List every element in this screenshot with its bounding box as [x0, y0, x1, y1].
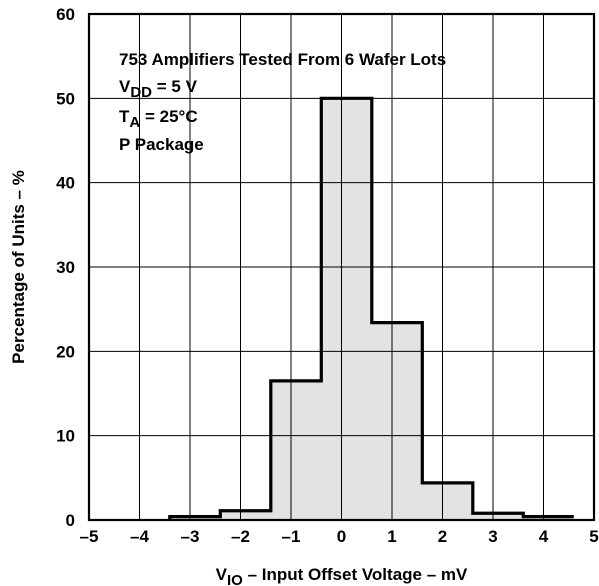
y-tick-label: 60 — [56, 5, 75, 24]
x-tick-label: 2 — [438, 527, 447, 546]
plot-frame — [87, 12, 596, 522]
annotation-line-2: TA = 25°C — [119, 107, 198, 131]
x-tick-label: –1 — [282, 527, 301, 546]
y-tick-label: 0 — [66, 511, 75, 530]
annotation-line-1: VDD = 5 V — [119, 77, 198, 101]
x-tick-label: 0 — [337, 527, 346, 546]
y-tick-label: 40 — [56, 174, 75, 193]
y-tick-label: 20 — [56, 342, 75, 361]
x-tick-label: –2 — [231, 527, 250, 546]
histogram-outline — [168, 96, 574, 520]
x-tick-label: –4 — [130, 527, 149, 546]
x-tick-label: –3 — [181, 527, 200, 546]
annotation-block: 753 Amplifiers Tested From 6 Wafer Lots V… — [119, 50, 446, 154]
y-axis-title: Percentage of Units – % — [9, 170, 28, 364]
x-tick-label: 5 — [589, 527, 598, 546]
annotation-line-0: 753 Amplifiers Tested From 6 Wafer Lots — [119, 50, 446, 69]
x-tick-label: 4 — [539, 527, 549, 546]
x-tick-label: 3 — [488, 527, 497, 546]
plot-border — [87, 12, 596, 522]
x-tick-labels: –5 –4 –3 –2 –1 0 1 2 3 4 5 — [80, 527, 599, 546]
y-tick-label: 30 — [56, 258, 75, 277]
annotation-line-3: P Package — [119, 135, 204, 154]
y-tick-label: 10 — [56, 427, 75, 446]
x-axis-title: VIO – Input Offset Voltage – mV — [216, 565, 468, 586]
histogram-line — [168, 96, 574, 520]
y-tick-labels: 0 10 20 30 40 50 60 — [56, 5, 75, 530]
x-tick-label: –5 — [80, 527, 99, 546]
y-tick-label: 50 — [56, 89, 75, 108]
x-tick-label: 1 — [387, 527, 396, 546]
